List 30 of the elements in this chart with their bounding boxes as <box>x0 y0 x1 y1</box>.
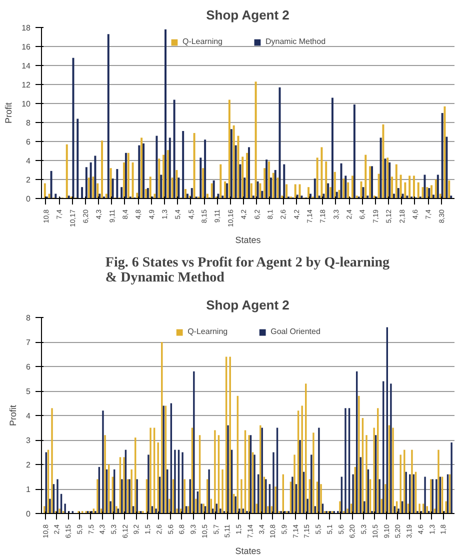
y-tick-label: 4 <box>26 156 32 166</box>
caption: Fig. 6 States vs Profit for Agent 2 by Q-learning & Dynamic Method <box>105 256 390 286</box>
y-tick-label: 16 <box>22 42 32 52</box>
y-tick-label: 18 <box>22 24 32 32</box>
y-tick-label: 2 <box>26 460 32 470</box>
legend-label: Q-Learning <box>182 37 222 46</box>
y-tick-label: 5 <box>26 387 32 396</box>
y-axis-title: Profit <box>8 404 18 426</box>
legend-label: Goal Oriented <box>270 327 320 336</box>
y-tick-label: 4 <box>26 412 32 420</box>
legend-label: Dynamic Method <box>266 37 326 46</box>
y-axis-title: Profit <box>4 102 14 124</box>
y-tick-label: 1 <box>26 485 32 494</box>
y-tick-label: 3 <box>26 436 32 445</box>
x-axis-title: States <box>235 235 262 246</box>
y-tick-label: 2 <box>26 176 32 184</box>
y-tick-label: 8 <box>26 314 32 322</box>
y-tick-label: 12 <box>22 80 32 90</box>
y-tick-label: 6 <box>26 138 32 146</box>
y-tick-label: 7 <box>26 338 32 347</box>
chart-title: Shop Agent 2 <box>206 8 290 22</box>
y-tick-label: 10 <box>22 100 32 108</box>
y-tick-label: 6 <box>26 362 32 372</box>
y-tick-label: 0 <box>26 194 32 204</box>
y-tick-label: 8 <box>26 118 32 128</box>
y-tick-label: 0 <box>26 510 32 518</box>
x-axis-title: States <box>235 546 262 556</box>
chart-title: Shop Agent 2 <box>206 298 290 312</box>
legend-label: Q-Learning <box>188 327 228 336</box>
y-tick-label: 14 <box>22 62 32 70</box>
